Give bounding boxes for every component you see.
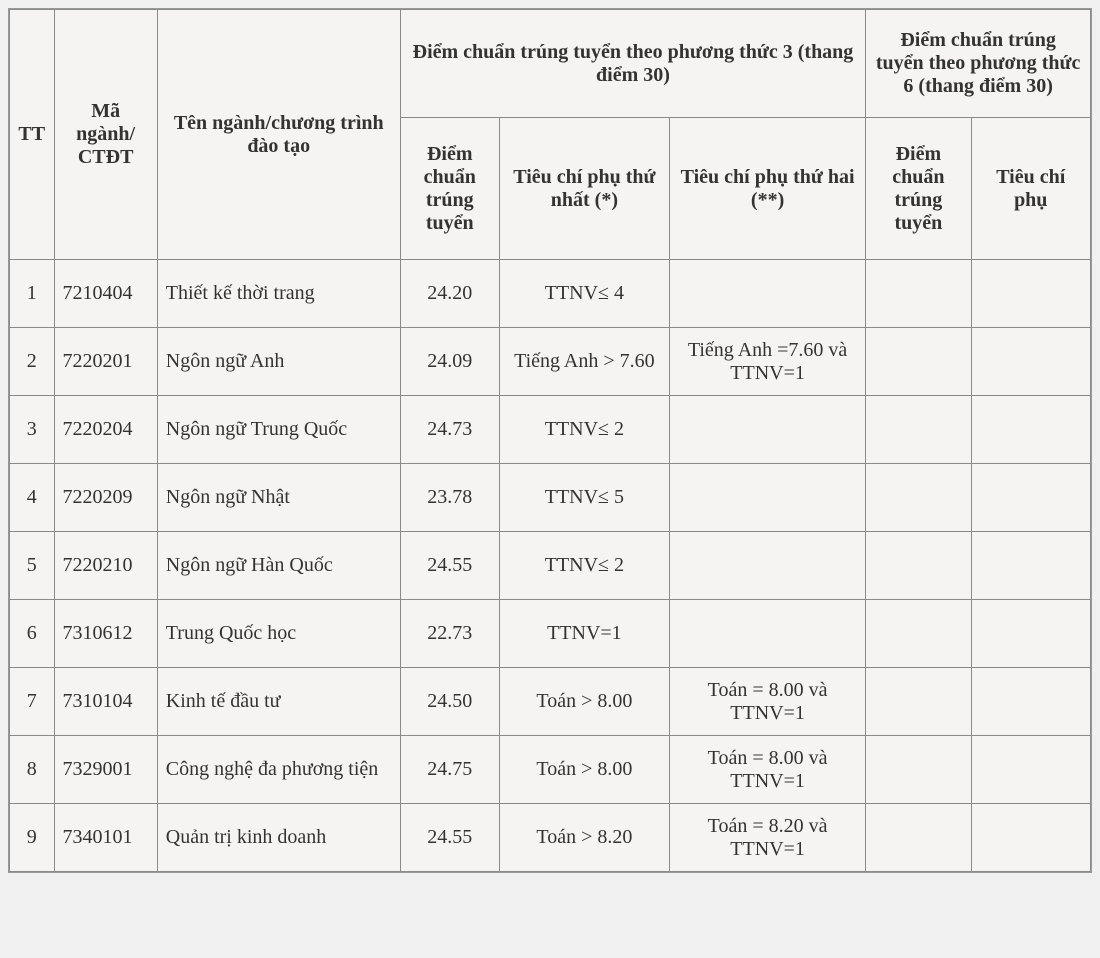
cell-code: 7310104 xyxy=(54,668,157,736)
cell-name: Ngôn ngữ Trung Quốc xyxy=(157,396,400,464)
admission-scores-table: TT Mã ngành/ CTĐT Tên ngành/chương trình… xyxy=(8,8,1092,873)
cell-p3-crit1: TTNV≤ 2 xyxy=(499,396,669,464)
cell-code: 7220204 xyxy=(54,396,157,464)
cell-p3-crit1: Toán > 8.20 xyxy=(499,804,669,872)
cell-name: Thiết kế thời trang xyxy=(157,260,400,328)
header-p3-crit1: Tiêu chí phụ thứ nhất (*) xyxy=(499,118,669,260)
cell-p3-crit1: Toán > 8.00 xyxy=(499,668,669,736)
cell-p6-score xyxy=(866,600,971,668)
cell-tt: 7 xyxy=(10,668,55,736)
cell-p3-crit2 xyxy=(669,532,865,600)
cell-p3-crit2: Toán = 8.20 và TTNV=1 xyxy=(669,804,865,872)
cell-name: Kinh tế đầu tư xyxy=(157,668,400,736)
cell-code: 7329001 xyxy=(54,736,157,804)
cell-p6-crit xyxy=(971,328,1090,396)
header-p3-score: Điểm chuẩn trúng tuyển xyxy=(400,118,499,260)
cell-p6-score xyxy=(866,260,971,328)
cell-p6-crit xyxy=(971,600,1090,668)
header-group-p3: Điểm chuẩn trúng tuyển theo phương thức … xyxy=(400,10,866,118)
table-row: 57220210Ngôn ngữ Hàn Quốc24.55TTNV≤ 2 xyxy=(10,532,1091,600)
cell-p3-crit2 xyxy=(669,396,865,464)
header-group-p6: Điểm chuẩn trúng tuyển theo phương thức … xyxy=(866,10,1091,118)
cell-code: 7310612 xyxy=(54,600,157,668)
cell-tt: 9 xyxy=(10,804,55,872)
cell-p3-score: 22.73 xyxy=(400,600,499,668)
cell-p3-crit1: Tiếng Anh > 7.60 xyxy=(499,328,669,396)
cell-p6-score xyxy=(866,668,971,736)
cell-p3-crit2 xyxy=(669,260,865,328)
cell-p3-crit1: TTNV≤ 2 xyxy=(499,532,669,600)
cell-p6-crit xyxy=(971,396,1090,464)
cell-name: Trung Quốc học xyxy=(157,600,400,668)
table-row: 87329001Công nghệ đa phương tiện24.75Toá… xyxy=(10,736,1091,804)
cell-p3-score: 24.55 xyxy=(400,532,499,600)
cell-p6-crit xyxy=(971,532,1090,600)
table-row: 47220209Ngôn ngữ Nhật23.78TTNV≤ 5 xyxy=(10,464,1091,532)
cell-name: Công nghệ đa phương tiện xyxy=(157,736,400,804)
table-row: 17210404Thiết kế thời trang24.20TTNV≤ 4 xyxy=(10,260,1091,328)
cell-tt: 4 xyxy=(10,464,55,532)
cell-tt: 8 xyxy=(10,736,55,804)
cell-p3-score: 24.50 xyxy=(400,668,499,736)
cell-p6-score xyxy=(866,736,971,804)
cell-code: 7340101 xyxy=(54,804,157,872)
cell-p6-crit xyxy=(971,736,1090,804)
cell-name: Ngôn ngữ Hàn Quốc xyxy=(157,532,400,600)
cell-name: Ngôn ngữ Nhật xyxy=(157,464,400,532)
cell-p3-score: 24.55 xyxy=(400,804,499,872)
cell-p3-crit1: TTNV=1 xyxy=(499,600,669,668)
header-p6-score: Điểm chuẩn trúng tuyển xyxy=(866,118,971,260)
cell-p3-crit2 xyxy=(669,600,865,668)
cell-code: 7220210 xyxy=(54,532,157,600)
table-row: 67310612Trung Quốc học22.73TTNV=1 xyxy=(10,600,1091,668)
cell-name: Ngôn ngữ Anh xyxy=(157,328,400,396)
cell-code: 7210404 xyxy=(54,260,157,328)
cell-p6-score xyxy=(866,396,971,464)
cell-code: 7220201 xyxy=(54,328,157,396)
cell-p6-crit xyxy=(971,260,1090,328)
header-row-1: TT Mã ngành/ CTĐT Tên ngành/chương trình… xyxy=(10,10,1091,118)
cell-p6-crit xyxy=(971,464,1090,532)
header-code: Mã ngành/ CTĐT xyxy=(54,10,157,260)
cell-p6-crit xyxy=(971,804,1090,872)
cell-p3-score: 24.73 xyxy=(400,396,499,464)
cell-code: 7220209 xyxy=(54,464,157,532)
cell-p6-score xyxy=(866,328,971,396)
cell-p3-crit2 xyxy=(669,464,865,532)
scores-table: TT Mã ngành/ CTĐT Tên ngành/chương trình… xyxy=(9,9,1091,872)
cell-p3-score: 24.20 xyxy=(400,260,499,328)
header-name: Tên ngành/chương trình đào tạo xyxy=(157,10,400,260)
table-row: 77310104Kinh tế đầu tư24.50Toán > 8.00To… xyxy=(10,668,1091,736)
table-row: 97340101Quản trị kinh doanh24.55Toán > 8… xyxy=(10,804,1091,872)
cell-tt: 1 xyxy=(10,260,55,328)
cell-p6-score xyxy=(866,464,971,532)
cell-tt: 3 xyxy=(10,396,55,464)
cell-p3-crit2: Toán = 8.00 và TTNV=1 xyxy=(669,668,865,736)
cell-p3-crit1: TTNV≤ 5 xyxy=(499,464,669,532)
cell-p6-crit xyxy=(971,668,1090,736)
cell-p6-score xyxy=(866,804,971,872)
cell-tt: 6 xyxy=(10,600,55,668)
header-p3-crit2: Tiêu chí phụ thứ hai (**) xyxy=(669,118,865,260)
cell-p3-score: 24.09 xyxy=(400,328,499,396)
cell-p3-crit1: TTNV≤ 4 xyxy=(499,260,669,328)
cell-p3-crit2: Toán = 8.00 và TTNV=1 xyxy=(669,736,865,804)
cell-tt: 5 xyxy=(10,532,55,600)
table-row: 37220204Ngôn ngữ Trung Quốc24.73TTNV≤ 2 xyxy=(10,396,1091,464)
cell-p3-score: 23.78 xyxy=(400,464,499,532)
cell-p6-score xyxy=(866,532,971,600)
cell-name: Quản trị kinh doanh xyxy=(157,804,400,872)
cell-tt: 2 xyxy=(10,328,55,396)
table-body: 17210404Thiết kế thời trang24.20TTNV≤ 42… xyxy=(10,260,1091,872)
cell-p3-crit1: Toán > 8.00 xyxy=(499,736,669,804)
table-row: 27220201Ngôn ngữ Anh24.09Tiếng Anh > 7.6… xyxy=(10,328,1091,396)
header-p6-crit: Tiêu chí phụ xyxy=(971,118,1090,260)
header-tt: TT xyxy=(10,10,55,260)
cell-p3-crit2: Tiếng Anh =7.60 và TTNV=1 xyxy=(669,328,865,396)
cell-p3-score: 24.75 xyxy=(400,736,499,804)
